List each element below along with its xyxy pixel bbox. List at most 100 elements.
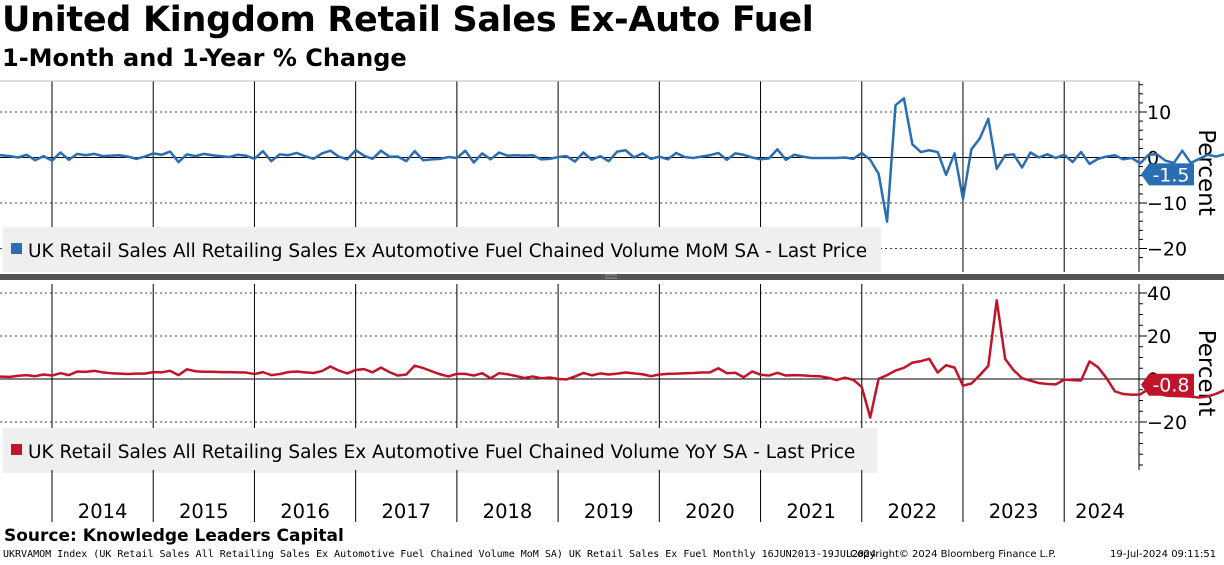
data-point [945,174,947,176]
data-point [844,156,846,159]
data-point [68,159,70,161]
data-point [498,151,500,154]
data-point [211,154,213,156]
data-point [17,375,19,377]
data-point [26,154,28,156]
data-point [515,154,517,156]
data-point [430,370,433,372]
data-point [1012,369,1015,371]
data-point [650,375,652,377]
data-point [793,374,795,376]
data-point [616,373,618,375]
data-point [1072,161,1074,163]
data-point [920,360,922,362]
y-tick-label: 40 [1147,283,1171,305]
data-point [878,378,880,380]
data-point [1029,380,1032,382]
data-point [894,370,897,372]
data-point [700,371,703,374]
source-note: Source: Knowledge Leaders Capital [4,526,344,546]
data-point [1139,393,1141,396]
data-point [582,372,585,374]
data-point [827,377,829,379]
data-point [245,155,247,157]
data-point [565,155,568,157]
data-point [802,374,804,376]
data-point [1122,393,1124,395]
data-point [135,373,137,375]
y-axis-label: Percent [1193,330,1219,417]
data-point [1012,153,1015,155]
data-point [338,370,340,372]
data-point [1021,377,1023,379]
data-point [886,221,888,223]
data-point [970,148,973,150]
last-value-badge [1141,373,1194,396]
data-point [1046,153,1048,155]
data-point [1105,377,1107,379]
data-point [1063,154,1065,156]
data-point [776,148,779,150]
legend-label: UK Retail Sales All Retailing Sales Ex A… [28,442,855,463]
data-point [236,154,239,156]
data-point [102,371,104,373]
data-point [1097,366,1099,368]
data-point [118,373,121,375]
data-point [776,372,779,374]
data-point [633,156,635,159]
data-point [844,377,846,379]
data-point [726,159,728,161]
data-point [785,374,787,377]
data-point [228,156,230,158]
data-point [34,159,36,161]
legend: UK Retail Sales All Retailing Sales Ex A… [3,428,877,473]
data-point [481,372,483,374]
series-line [0,299,1224,419]
data-point [709,371,711,373]
data-point [414,150,416,152]
data-point [953,367,956,369]
legend-swatch [11,444,22,455]
data-point [1029,151,1032,154]
data-point [1139,162,1141,165]
data-point [557,378,559,380]
data-point [1147,154,1150,156]
data-point [911,362,913,364]
data-point [312,158,315,160]
legend-background [3,428,877,473]
x-tick-label: 2022 [888,500,938,523]
data-point [1046,383,1048,385]
data-point [228,371,230,373]
data-point [262,371,264,373]
data-point [726,372,728,374]
data-point [785,159,787,161]
y-tick-label: −10 [1147,193,1187,215]
data-point [1190,162,1192,164]
data-point [346,372,348,375]
data-point [557,156,559,158]
x-tick-label: 2024 [1075,500,1125,523]
data-point [329,365,331,368]
data-point [414,365,416,367]
data-point [456,373,458,375]
data-point [397,374,399,377]
data-point [304,371,306,373]
data-point [59,151,62,154]
data-point [371,371,374,373]
data-point [220,371,222,373]
data-point [523,377,525,379]
data-point [1131,157,1133,159]
data-point [759,158,762,160]
data-point [1055,157,1057,159]
data-point [532,154,534,156]
data-point [532,375,534,378]
data-point [743,376,745,378]
data-point [633,372,635,375]
data-point [127,155,129,158]
data-point [684,156,686,158]
data-point [869,416,871,419]
data-point [93,153,95,155]
data-point [1190,396,1192,398]
data-point [650,158,652,160]
y-tick-label: 20 [1147,326,1171,348]
